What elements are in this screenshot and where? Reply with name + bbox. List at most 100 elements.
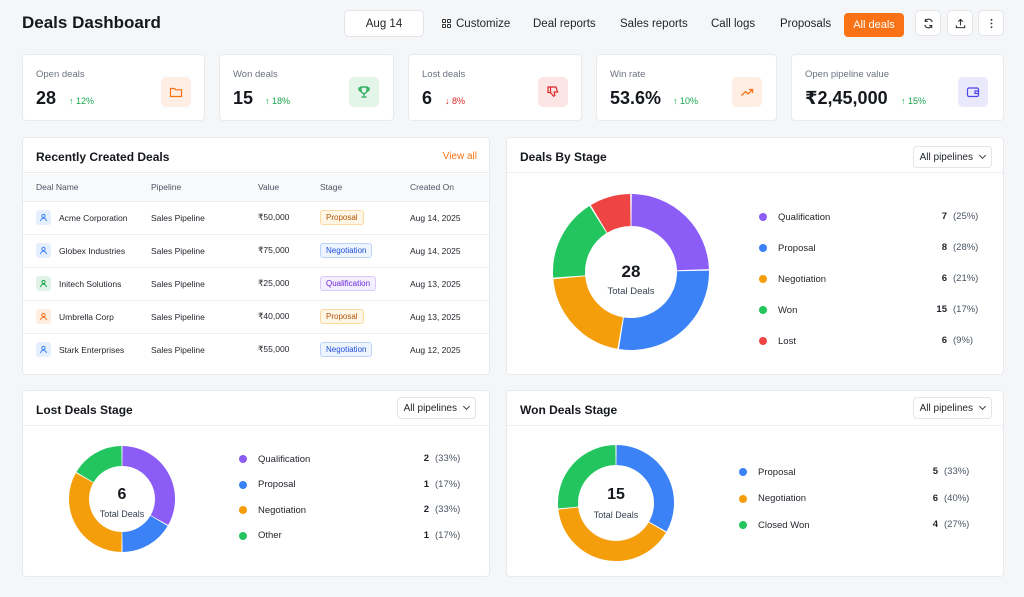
column-header[interactable]: Deal Name [23,174,151,202]
date-picker-button[interactable]: Aug 14 [344,10,424,37]
legend-count: 1 [423,478,429,490]
table-row[interactable]: Umbrella Corp Sales Pipeline ₹40,000 Pro… [23,300,489,334]
kpi-change-value: 8% [452,96,466,106]
donut-slice-negotiation[interactable] [553,275,624,349]
deal-name[interactable]: Globex Industries [59,245,126,256]
donut-center-total: 6 [117,486,127,503]
won-pipeline-dropdown[interactable]: All pipelines [912,397,992,419]
user-icon [36,342,51,358]
legend-percent: (27%) [944,519,970,530]
legend-count: 6 [941,335,947,346]
view-all-link[interactable]: View all [442,151,477,162]
created-on-cell: Aug 13, 2025 [410,300,489,334]
donut-slice-other[interactable] [76,446,123,483]
lost-pipeline-dropdown[interactable]: All pipelines [396,397,476,419]
arrow-up-icon: ↑ [265,96,270,106]
column-header[interactable]: Value [258,174,320,202]
sales-reports-button[interactable]: Sales reports [620,17,688,30]
legend-item[interactable]: Won [759,303,797,317]
table-row[interactable]: Initech Solutions Sales Pipeline ₹25,000… [23,267,489,301]
donut-center-label: Total Deals [607,286,655,297]
pipeline-cell: Sales Pipeline [151,344,205,355]
deal-name[interactable]: Acme Corporation [59,212,128,223]
pipeline-dropdown-label: All pipelines [919,402,973,414]
legend-dot [759,275,767,283]
all-deals-button[interactable]: All deals [844,13,904,37]
legend-item[interactable]: Proposal [759,241,816,255]
legend-item[interactable]: Qualification [239,452,310,466]
thumbs-down-icon [538,77,568,107]
legend-count: 5 [932,466,938,477]
legend-item[interactable]: Negotiation [739,492,806,506]
divider [23,172,489,173]
table-header-row: Deal Name Pipeline Value Stage Created O… [23,174,489,202]
deal-name[interactable]: Initech Solutions [59,278,122,289]
call-logs-button[interactable]: Call logs [711,17,756,30]
stage-badge: Proposal [320,309,364,324]
deal-name[interactable]: Stark Enterprises [59,344,125,355]
deal-name-cell: Stark Enterprises [23,333,151,366]
page-title: Deals Dashboard [22,13,161,32]
donut-slice-negotiation[interactable] [558,506,666,561]
deal-name-cell: Initech Solutions [23,267,151,301]
legend-item[interactable]: Negotiation [239,503,306,517]
legend-dot [759,244,767,252]
legend-item[interactable]: Closed Won [739,518,810,532]
legend-percent: (17%) [435,478,461,490]
legend-item[interactable]: Lost [759,334,796,348]
table-row[interactable]: Acme Corporation Sales Pipeline ₹50,000 … [23,201,489,235]
donut-slice-qualification[interactable] [121,446,175,526]
chevron-down-icon [978,151,987,160]
more-options-button[interactable] [978,10,1004,36]
grid-icon [442,19,451,28]
legend-item[interactable]: Qualification [759,210,830,224]
wallet-icon [958,77,988,107]
column-header[interactable]: Pipeline [151,174,258,202]
column-header[interactable]: Stage [320,174,410,202]
upload-icon [955,18,965,28]
legend-item[interactable]: Proposal [239,478,296,492]
export-button[interactable] [947,10,973,36]
customize-button[interactable]: Customize [442,10,510,37]
kpi-card: Lost deals 6 ↓ 8% [408,54,582,121]
legend-count: 6 [932,492,938,504]
table-row[interactable]: Globex Industries Sales Pipeline ₹75,000… [23,234,489,268]
legend-count: 1 [423,529,429,541]
donut-slice-proposal[interactable] [121,515,168,552]
lost-deals-panel: Lost Deals Stage All pipelines 6 Total D… [22,390,490,577]
refresh-icon [923,18,933,28]
lost-deals-donut [69,446,175,552]
legend-count: 6 [941,273,947,284]
kpi-change-value: 12% [76,96,95,106]
donut-slice-lost[interactable] [590,194,632,233]
pipeline-dropdown-label: All pipelines [403,402,457,414]
deal-name[interactable]: Umbrella Corp [59,311,114,322]
legend-count: 15 [936,304,947,315]
refresh-button[interactable] [915,10,941,36]
legend-dot [739,521,747,529]
table-row[interactable]: Stark Enterprises Sales Pipeline ₹55,000… [23,333,489,366]
deal-name-cell: Acme Corporation [23,201,151,235]
legend-count: 8 [941,242,947,253]
proposals-button[interactable]: Proposals [780,17,832,30]
column-header[interactable]: Created On [410,174,489,202]
created-on-cell: Aug 14, 2025 [410,201,489,235]
donut-slice-proposal[interactable] [618,270,709,350]
legend-count: 7 [941,211,947,222]
created-on-cell: Aug 13, 2025 [410,267,489,301]
legend-item[interactable]: Negotiation [759,272,826,286]
pipeline-dropdown[interactable]: All pipelines [912,146,992,168]
pipeline-cell: Sales Pipeline [151,267,258,301]
donut-slice-negotiation[interactable] [69,472,123,552]
legend-item[interactable]: Proposal [739,465,796,479]
legend-dot [759,306,767,314]
legend-percent: (17%) [435,529,461,541]
kpi-card: Won deals 15 ↑ 18% [219,54,394,121]
donut-slice-won[interactable] [553,205,608,278]
divider [23,425,489,426]
donut-slice-qualification[interactable] [630,194,709,271]
legend-item[interactable]: Other [239,529,282,543]
donut-slice-proposal[interactable] [615,445,674,532]
deal-reports-button[interactable]: Deal reports [533,17,596,30]
donut-slice-closed-won[interactable] [558,445,617,509]
